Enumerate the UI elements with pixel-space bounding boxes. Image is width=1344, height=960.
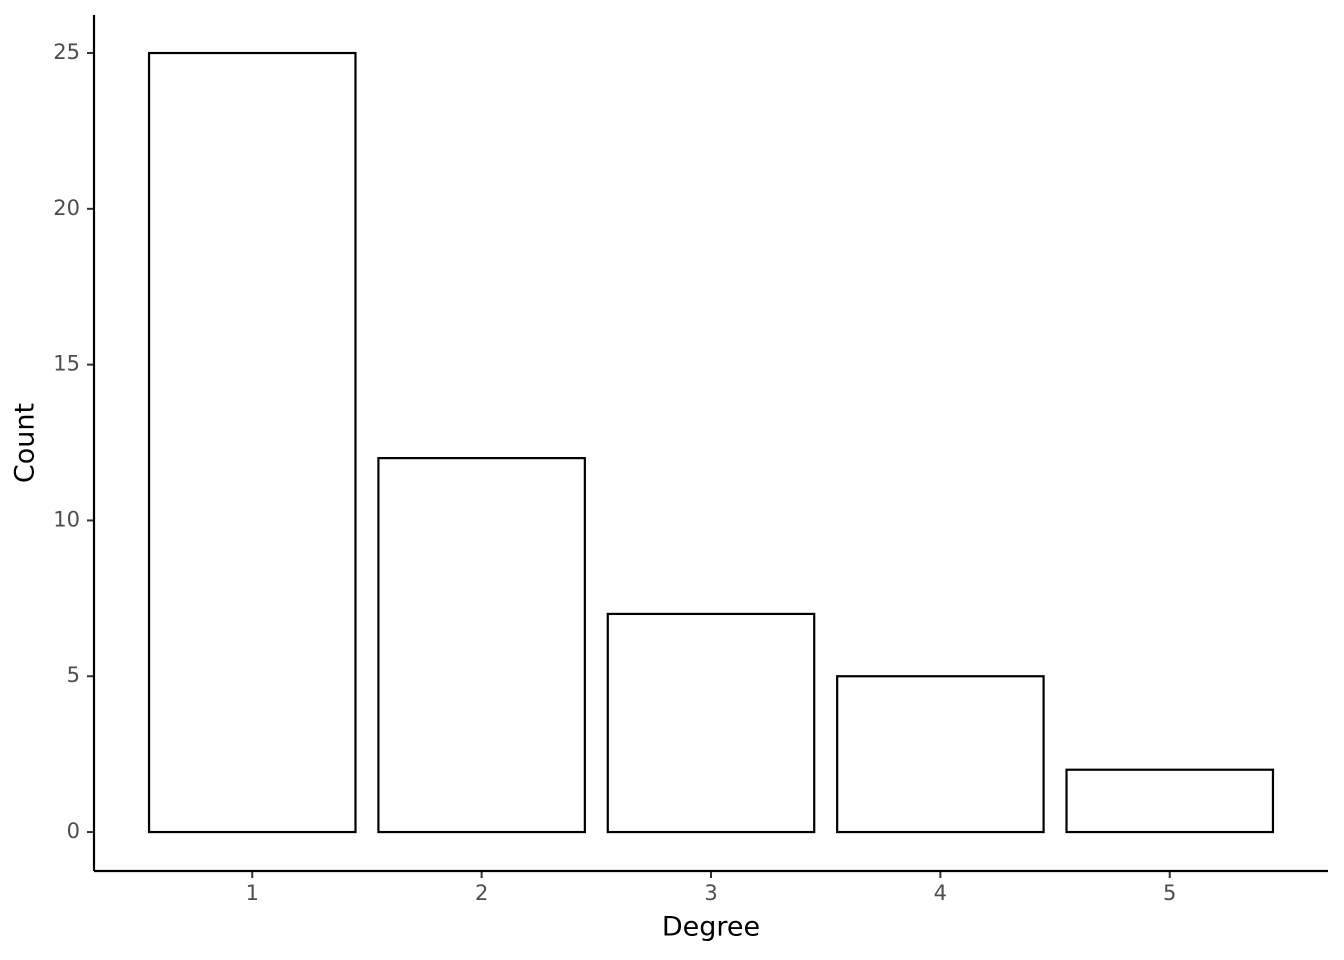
bar (1065, 768, 1275, 834)
y-tick-label: 5 (67, 663, 80, 687)
y-tick-label: 0 (67, 819, 80, 843)
x-tick-label: 2 (475, 881, 488, 905)
bar (377, 457, 586, 834)
x-tick-label: 1 (246, 881, 259, 905)
y-tick-label: 20 (53, 196, 80, 220)
y-tick-label: 10 (53, 507, 80, 531)
x-axis-title: Degree (662, 912, 760, 943)
x-tick-label: 3 (704, 881, 717, 905)
y-tick-label: 25 (53, 40, 80, 64)
bar (147, 51, 357, 834)
bar (836, 675, 1045, 834)
y-axis-title: Count (10, 403, 41, 483)
y-tick-label: 15 (53, 352, 80, 376)
bar (606, 612, 816, 834)
x-tick-label: 4 (934, 881, 947, 905)
x-tick-label: 5 (1163, 881, 1176, 905)
